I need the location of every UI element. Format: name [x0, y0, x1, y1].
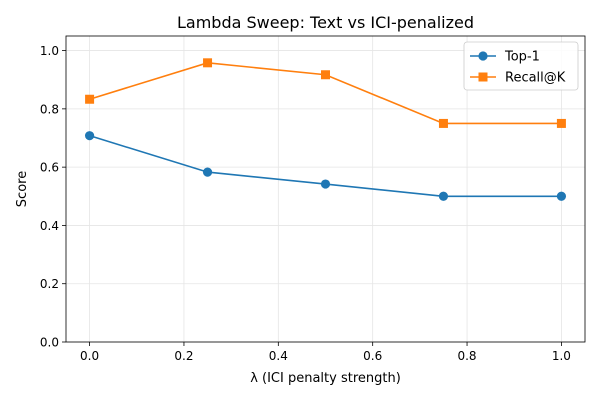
- x-tick-label: 1.0: [552, 349, 571, 363]
- x-tick-label: 0.0: [80, 349, 99, 363]
- data-point-top-1: [438, 191, 449, 201]
- chart-title: Lambda Sweep: Text vs ICI-penalized: [177, 13, 474, 32]
- data-point-top-1: [84, 131, 95, 141]
- legend-box: [463, 41, 579, 91]
- y-axis-label: Score: [15, 171, 30, 207]
- y-tick-label: 1.0: [40, 44, 59, 58]
- y-tick-label: 0.6: [40, 161, 59, 175]
- x-axis: 0.0 0.2 0.4 0.6 0.8 1.0: [80, 342, 571, 363]
- data-point-recall-k: [556, 118, 566, 128]
- data-point-top-1: [556, 191, 567, 201]
- y-tick-label: 0.0: [40, 336, 59, 350]
- data-point-recall-k: [85, 94, 95, 104]
- legend-marker-top-1: [478, 51, 488, 61]
- data-point-recall-k: [203, 58, 213, 68]
- series-layer: [84, 58, 567, 201]
- data-point-recall-k: [321, 70, 330, 80]
- y-axis: 0.0 0.2 0.4 0.6 0.8 1.0: [40, 44, 66, 350]
- x-tick-label: 0.2: [174, 349, 193, 363]
- y-tick-label: 0.8: [40, 102, 59, 116]
- data-point-recall-k: [438, 118, 448, 128]
- data-point-top-1: [202, 167, 213, 177]
- y-tick-label: 0.4: [40, 219, 59, 233]
- data-point-top-1: [320, 179, 331, 189]
- legend-label-recall-k: Recall@K: [505, 71, 566, 86]
- legend-label-top-1: Top-1: [504, 50, 540, 65]
- plot-frame: [65, 35, 586, 343]
- x-axis-label: λ (ICI penalty strength): [250, 371, 401, 386]
- x-tick-label: 0.4: [269, 349, 288, 363]
- legend: Top-1 Recall@K: [463, 41, 579, 91]
- y-tick-label: 0.2: [40, 277, 59, 291]
- x-tick-label: 0.8: [457, 349, 476, 363]
- legend-marker-recall-k: [478, 72, 488, 82]
- x-tick-label: 0.6: [363, 349, 382, 363]
